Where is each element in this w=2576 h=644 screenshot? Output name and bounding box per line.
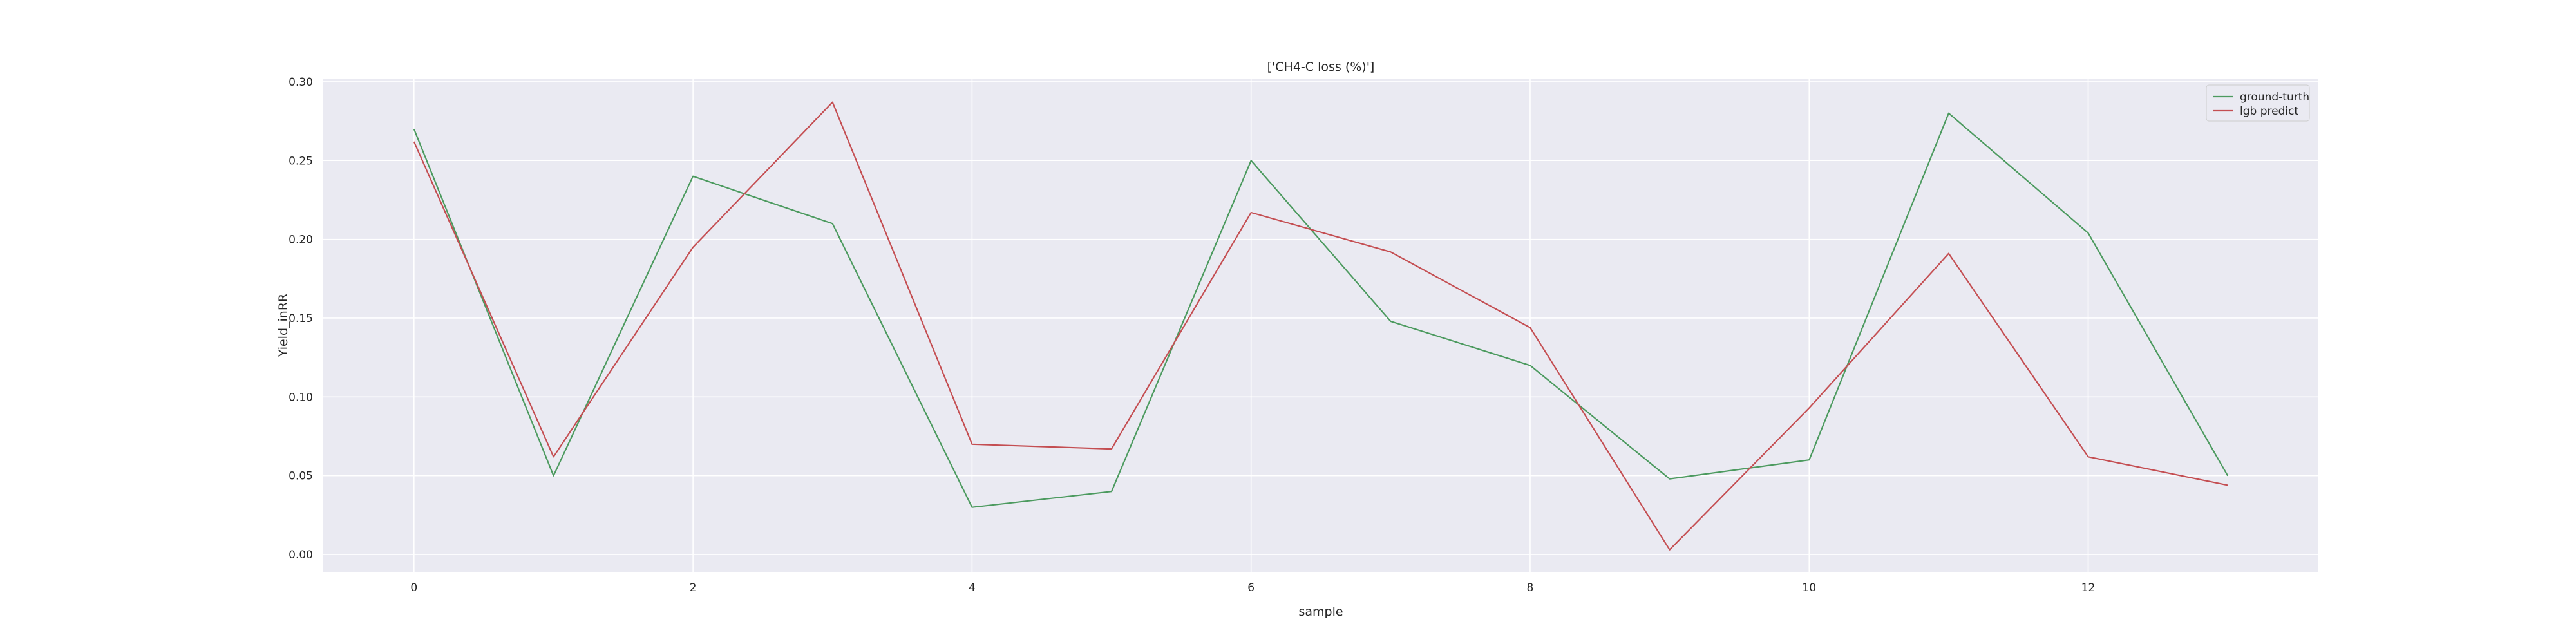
y-tick-label: 0.25 — [289, 155, 313, 167]
x-tick-label: 6 — [1247, 582, 1255, 594]
series-layer — [413, 101, 2229, 551]
legend-label: ground-turth — [2240, 91, 2309, 104]
x-tick-label: 10 — [1802, 582, 1816, 594]
x-tick-label: 4 — [969, 582, 976, 594]
x-tick-label: 2 — [690, 582, 697, 594]
series-line — [413, 112, 2229, 508]
x-tick-label: 8 — [1527, 582, 1534, 594]
y-tick-label: 0.10 — [289, 391, 313, 404]
plot-area — [323, 79, 2318, 572]
y-tick-label: 0.30 — [289, 76, 313, 89]
series-line — [413, 101, 2228, 551]
y-tick-label: 0.15 — [289, 312, 313, 325]
x-axis-label: sample — [1298, 605, 1343, 619]
chart-title: ['CH4-C loss (%)'] — [1267, 60, 1375, 74]
y-axis-label: Yield_inRR — [276, 294, 290, 357]
y-tick-label: 0.20 — [289, 234, 313, 247]
y-tick-label: 0.00 — [289, 549, 313, 562]
legend-label: lgb predict — [2240, 105, 2298, 118]
x-tick-label: 12 — [2081, 582, 2096, 594]
y-tick-label: 0.05 — [289, 470, 313, 483]
grid — [323, 79, 2318, 572]
legend-box — [2206, 84, 2310, 122]
tick-labels: 0 2 4 6 8 10 12 0.00 0.05 0.10 0.15 0.20 0.25 0.30 — [289, 76, 2095, 594]
x-tick-label: 0 — [410, 582, 417, 594]
